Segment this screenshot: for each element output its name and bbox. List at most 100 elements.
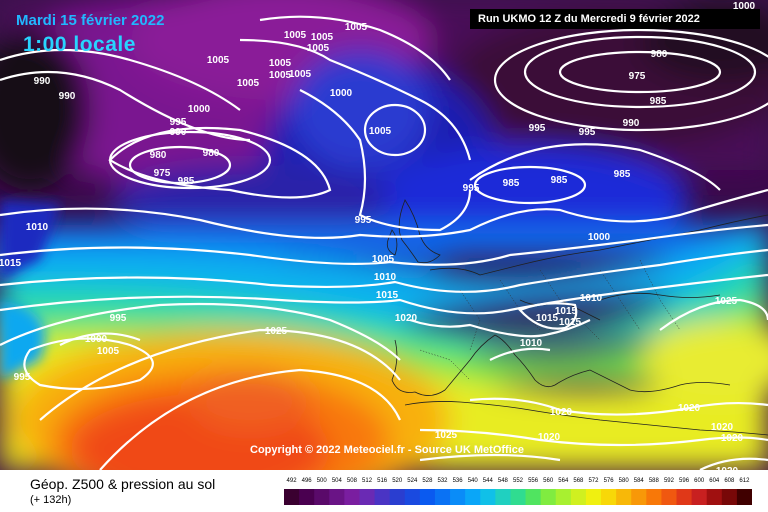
color-scale-tick-label: 608 [724,478,735,484]
color-scale-swatch [495,489,511,505]
color-scale-tick-label: 504 [331,478,342,484]
color-scale-swatch [314,489,330,505]
isobar-label: 1005 [269,58,292,69]
color-scale-swatch [691,489,708,505]
color-scale-swatch [510,489,527,505]
isobar-label: 990 [170,127,187,138]
color-scale-tick-label: 540 [467,478,478,484]
isobar-label: 985 [650,96,667,107]
isobar-label: 1020 [538,432,561,443]
forecast-lead-time: (+ 132h) [30,494,72,506]
copyright-notice: Copyright © 2022 Meteociel.fr - Source U… [250,444,524,456]
color-scale-tick-label: 512 [362,478,373,484]
isobar-label: 1025 [715,296,738,307]
color-scale-tick-label: 572 [588,478,599,484]
isobar-label: 985 [503,178,520,189]
isobar-label: 1005 [311,32,334,43]
color-scale-tick-label: 536 [452,478,463,484]
isobar-label: 1025 [435,430,458,441]
color-scale-tick-label: 584 [633,478,644,484]
isobar-label: 1005 [284,30,307,41]
isobar-lines [0,15,768,470]
isobar-label: 1000 [188,104,211,115]
isobar-label: 990 [59,91,76,102]
color-scale-tick-label: 576 [603,478,614,484]
isobar-label: 1020 [721,433,744,444]
isobar-label: 1005 [289,69,312,80]
isobar-label: 1005 [237,78,260,89]
color-scale-swatch [721,489,738,505]
isobar-label: 1015 [555,306,578,317]
color-scale-legend: 492 496 500 504 508 512 516 520 524 528 532 536 540 5… [284,478,752,508]
isobar-label: 1010 [520,338,543,349]
isobar-label: 1015 [0,258,22,269]
isobar-label: 1020 [550,407,573,418]
isobar-label: 995 [579,127,596,138]
color-scale-tick-label: 524 [407,478,418,484]
color-scale-swatch [616,489,632,505]
isobar-label: 1010 [374,272,397,283]
isobar-label: 995 [529,123,546,134]
color-scale-swatch [404,489,421,505]
isobar-label: 1000 [330,88,353,99]
isobar-label: 1005 [369,126,392,137]
color-scale-tick-label: 560 [543,478,554,484]
isobar-label: 975 [629,71,646,82]
color-scale-swatch [329,489,345,505]
color-scale-tick-label: 600 [694,478,705,484]
color-scale-tick-label: 544 [482,478,493,484]
isobar-label: 1005 [345,22,368,33]
isobar-label: 980 [150,150,167,161]
isobar-label: 1005 [269,70,292,81]
coastlines [386,199,768,436]
color-scale-swatch [389,489,406,505]
isobar-label: 1005 [372,254,395,265]
color-scale-swatch [585,489,602,505]
isobar-label: 1020 [678,403,701,414]
color-scale-tick-label: 552 [512,478,523,484]
isobar-label: 980 [203,148,220,159]
color-scale-swatch [570,489,587,505]
isobar-label: 1005 [307,43,330,54]
color-scale-swatch [646,489,662,505]
color-scale-swatch [555,489,572,505]
isobar-label: 1020 [716,466,739,470]
color-scale-tick-label: 496 [301,478,312,484]
color-scale-tick-label: 500 [316,478,327,484]
color-scale-swatch [374,489,391,505]
color-scale-swatch [480,489,496,505]
color-scale-swatch [661,489,678,505]
product-title: Géop. Z500 & pression au sol [30,476,216,492]
color-scale-tick-label: 520 [392,478,403,484]
color-scale-tick-label: 516 [377,478,388,484]
forecast-local-time: 1:00 locale [23,33,136,56]
isobar-label: 995 [170,117,187,128]
isobar-label: 985 [614,169,631,180]
map-footer: Géop. Z500 & pression au sol (+ 132h) 49… [0,470,768,512]
color-scale-swatch [631,489,647,505]
isobar-label: 995 [14,372,31,383]
color-scale-swatch [359,489,376,505]
forecast-date: Mardi 15 février 2022 [16,12,165,29]
isobar-label: 995 [110,313,127,324]
color-scale-tick-label: 548 [497,478,508,484]
color-scale-swatch [284,489,300,505]
color-scale-tick-label: 612 [739,478,750,484]
isobar-label: 1015 [559,317,582,328]
isobar-label: 1025 [265,326,288,337]
color-scale-swatch [419,489,436,505]
color-scale-ticks: 492 496 500 504 508 512 516 520 524 528 532 536 540 5… [284,478,752,488]
isobar-label: 985 [551,175,568,186]
isobar-label: 1000 [588,232,611,243]
color-scale-swatch [450,489,466,505]
color-scale-tick-label: 596 [679,478,690,484]
isobar-label: 1015 [536,313,559,324]
color-scale-tick-label: 556 [528,478,539,484]
color-scale-swatch [676,489,693,505]
color-scale-swatch [706,489,723,505]
color-scale-tick-label: 580 [618,478,629,484]
isobar-label: 1015 [376,290,399,301]
isobar-label: 985 [178,176,195,187]
